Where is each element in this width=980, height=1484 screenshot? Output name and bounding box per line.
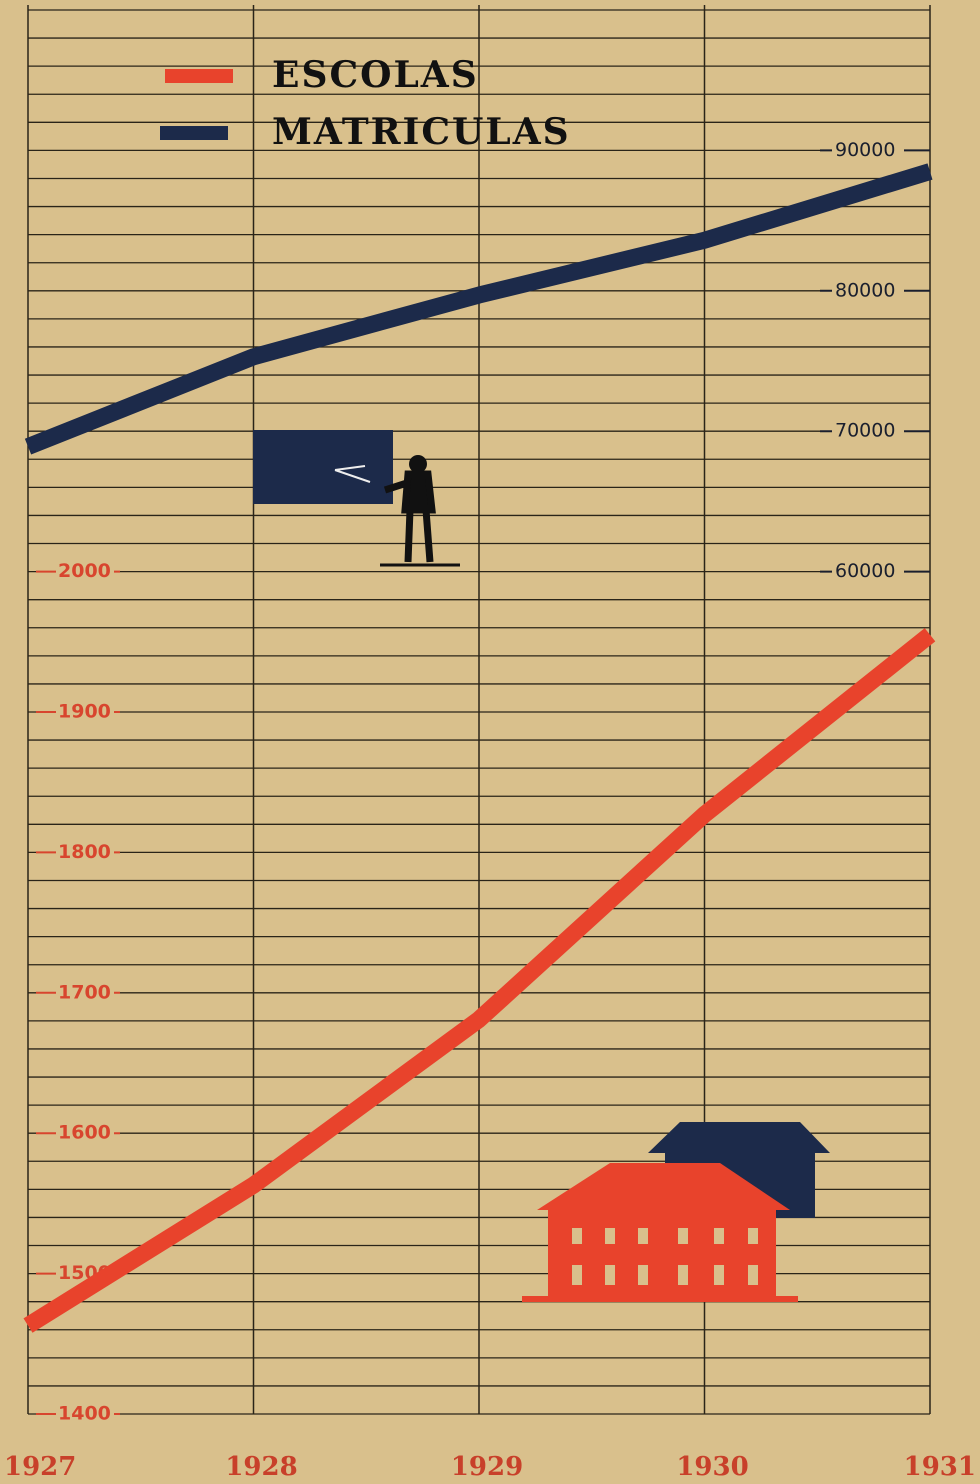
x-tick-label: 1931 (904, 1452, 976, 1482)
x-tick-label: 1928 (225, 1452, 297, 1482)
y-tick-label: 1400 (58, 1403, 111, 1425)
y-tick-label: 1700 (58, 981, 111, 1003)
y-tick-label: 1600 (58, 1122, 111, 1144)
chart: 1927192819291930193114001500160017001800… (0, 0, 980, 1484)
legend-label: MATRICULAS (272, 111, 571, 153)
y2-tick-label: 70000 (835, 420, 895, 442)
y2-tick-label: 80000 (835, 279, 895, 301)
y-tick-label: 1900 (58, 701, 111, 723)
x-tick-label: 1929 (451, 1452, 523, 1482)
legend-swatch (165, 69, 233, 83)
x-tick-label: 1930 (676, 1452, 748, 1482)
y-tick-label: 2000 (58, 560, 111, 582)
y2-tick-label: 90000 (835, 139, 895, 161)
legend-label: ESCOLAS (272, 54, 479, 96)
y2-tick-label: 60000 (835, 560, 895, 582)
blackboard-illustration (253, 430, 460, 565)
legend-swatch (160, 126, 228, 140)
y-tick-label: 1800 (58, 841, 111, 863)
school-illustration (522, 1122, 830, 1302)
x-tick-label: 1927 (4, 1452, 76, 1482)
